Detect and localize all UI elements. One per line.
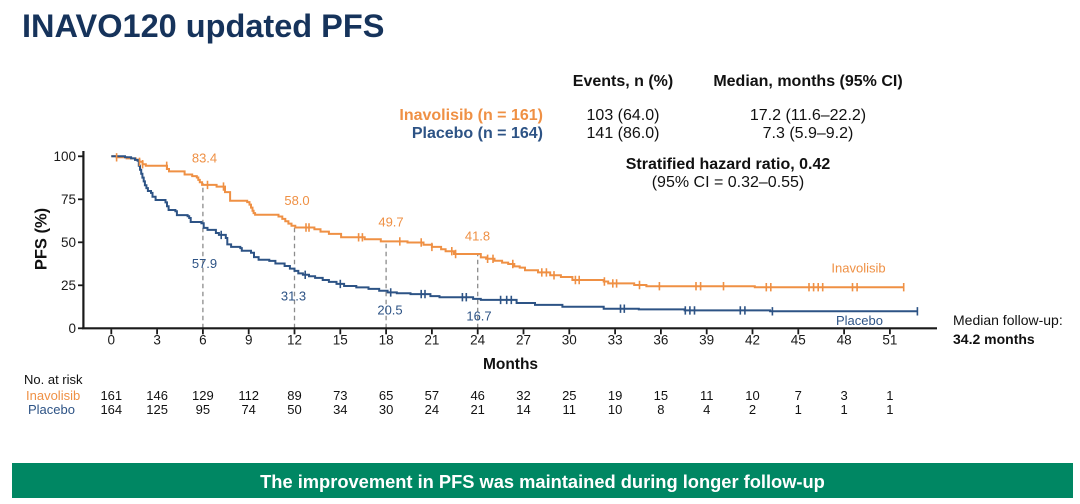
svg-text:0: 0 bbox=[108, 333, 116, 348]
svg-text:51: 51 bbox=[882, 333, 897, 348]
svg-text:9: 9 bbox=[245, 333, 253, 348]
svg-text:24: 24 bbox=[470, 333, 486, 348]
svg-text:48: 48 bbox=[837, 333, 852, 348]
svg-text:Months: Months bbox=[483, 356, 538, 373]
svg-text:36: 36 bbox=[653, 333, 668, 348]
svg-text:21: 21 bbox=[424, 333, 439, 348]
svg-text:75: 75 bbox=[61, 192, 76, 207]
svg-text:Placebo: Placebo bbox=[836, 313, 883, 328]
svg-text:100: 100 bbox=[53, 149, 76, 164]
svg-text:50: 50 bbox=[61, 235, 76, 250]
svg-text:16.7: 16.7 bbox=[466, 309, 491, 324]
svg-text:39: 39 bbox=[699, 333, 714, 348]
svg-text:27: 27 bbox=[516, 333, 531, 348]
svg-text:15: 15 bbox=[333, 333, 348, 348]
svg-text:20.5: 20.5 bbox=[377, 303, 402, 318]
svg-text:58.0: 58.0 bbox=[284, 193, 309, 208]
svg-text:12: 12 bbox=[287, 333, 302, 348]
svg-text:42: 42 bbox=[745, 333, 760, 348]
svg-text:PFS (%): PFS (%) bbox=[33, 208, 51, 270]
svg-text:18: 18 bbox=[379, 333, 394, 348]
svg-text:57.9: 57.9 bbox=[192, 256, 217, 271]
svg-text:83.4: 83.4 bbox=[192, 151, 217, 166]
svg-text:25: 25 bbox=[61, 278, 76, 293]
svg-text:31.3: 31.3 bbox=[281, 289, 306, 304]
svg-text:41.8: 41.8 bbox=[465, 229, 490, 244]
svg-text:3: 3 bbox=[153, 333, 161, 348]
svg-text:Inavolisib: Inavolisib bbox=[831, 261, 885, 276]
svg-text:45: 45 bbox=[791, 333, 806, 348]
svg-text:49.7: 49.7 bbox=[378, 215, 403, 230]
svg-text:0: 0 bbox=[68, 321, 76, 336]
svg-text:6: 6 bbox=[199, 333, 207, 348]
svg-text:33: 33 bbox=[608, 333, 623, 348]
svg-text:30: 30 bbox=[562, 333, 577, 348]
